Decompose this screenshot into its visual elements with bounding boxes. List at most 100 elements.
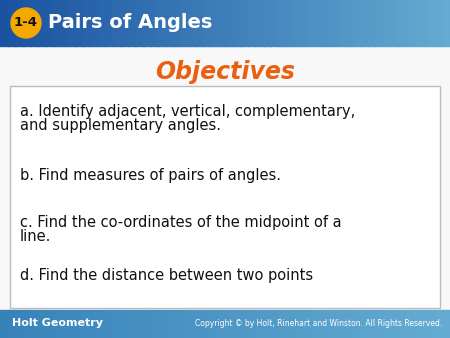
Bar xyxy=(75,0,84,46)
Bar xyxy=(165,310,174,338)
Bar xyxy=(158,310,166,338)
Bar xyxy=(248,0,256,46)
Bar xyxy=(75,310,84,338)
Bar xyxy=(413,310,421,338)
Bar xyxy=(180,0,189,46)
Bar xyxy=(397,0,406,46)
Bar xyxy=(143,310,151,338)
Bar xyxy=(368,310,376,338)
Bar xyxy=(172,310,181,338)
Text: b. Find measures of pairs of angles.: b. Find measures of pairs of angles. xyxy=(20,168,281,183)
Bar xyxy=(195,0,203,46)
Bar xyxy=(292,310,301,338)
Bar xyxy=(105,0,113,46)
Bar xyxy=(68,310,76,338)
Bar xyxy=(90,310,99,338)
Bar xyxy=(225,0,234,46)
Bar xyxy=(278,310,286,338)
Bar xyxy=(382,310,391,338)
Text: Copyright © by Holt, Rinehart and Winston. All Rights Reserved.: Copyright © by Holt, Rinehart and Winsto… xyxy=(195,318,442,328)
Bar xyxy=(120,310,129,338)
Bar xyxy=(0,0,9,46)
Bar xyxy=(233,310,241,338)
Bar xyxy=(143,0,151,46)
Bar xyxy=(315,0,324,46)
Bar xyxy=(150,0,158,46)
Bar xyxy=(112,0,121,46)
Bar xyxy=(210,0,219,46)
Bar xyxy=(390,0,399,46)
Text: Pairs of Angles: Pairs of Angles xyxy=(48,14,212,32)
Bar xyxy=(435,310,444,338)
Bar xyxy=(82,310,91,338)
Bar xyxy=(202,0,211,46)
Bar xyxy=(360,310,369,338)
Text: and supplementary angles.: and supplementary angles. xyxy=(20,118,221,133)
Bar xyxy=(217,0,226,46)
Bar xyxy=(300,310,309,338)
Bar xyxy=(240,310,248,338)
Bar xyxy=(53,0,61,46)
Bar xyxy=(240,0,248,46)
Bar xyxy=(315,310,324,338)
Bar xyxy=(0,310,9,338)
Bar xyxy=(262,310,271,338)
Bar xyxy=(158,0,166,46)
Bar xyxy=(150,310,158,338)
Bar xyxy=(338,310,346,338)
Bar xyxy=(188,310,196,338)
Text: Holt Geometry: Holt Geometry xyxy=(12,318,103,328)
Bar xyxy=(307,0,316,46)
Bar xyxy=(37,0,46,46)
Bar xyxy=(338,0,346,46)
Bar xyxy=(285,310,293,338)
Bar xyxy=(420,0,428,46)
Bar xyxy=(8,310,16,338)
Bar xyxy=(352,0,361,46)
Bar xyxy=(375,0,383,46)
Bar xyxy=(428,310,436,338)
Bar xyxy=(217,310,226,338)
Bar xyxy=(368,0,376,46)
Bar xyxy=(112,310,121,338)
Bar xyxy=(352,310,361,338)
Bar xyxy=(270,0,279,46)
Bar xyxy=(8,0,16,46)
Bar xyxy=(37,310,46,338)
Bar xyxy=(60,310,68,338)
Bar xyxy=(127,0,136,46)
Bar xyxy=(360,0,369,46)
Bar xyxy=(323,310,331,338)
Bar xyxy=(292,0,301,46)
Bar xyxy=(45,0,54,46)
Bar xyxy=(98,310,106,338)
Text: c. Find the co-ordinates of the midpoint of a: c. Find the co-ordinates of the midpoint… xyxy=(20,215,342,230)
Bar xyxy=(345,0,354,46)
Bar xyxy=(0,46,450,310)
Bar xyxy=(435,0,444,46)
Bar xyxy=(442,0,450,46)
Bar xyxy=(98,0,106,46)
Bar xyxy=(442,310,450,338)
Bar xyxy=(68,0,76,46)
Bar xyxy=(127,310,136,338)
Bar xyxy=(397,310,406,338)
Bar xyxy=(405,310,414,338)
Bar xyxy=(22,310,31,338)
Bar xyxy=(188,0,196,46)
Bar xyxy=(233,0,241,46)
Bar xyxy=(307,310,316,338)
Bar xyxy=(172,0,181,46)
Bar xyxy=(248,310,256,338)
Bar xyxy=(135,0,144,46)
Bar xyxy=(30,310,39,338)
Bar xyxy=(255,310,264,338)
Bar xyxy=(300,0,309,46)
Text: 1-4: 1-4 xyxy=(14,17,38,29)
Bar xyxy=(390,310,399,338)
Bar xyxy=(60,0,68,46)
Bar xyxy=(90,0,99,46)
Bar xyxy=(22,0,31,46)
Bar xyxy=(428,0,436,46)
Bar xyxy=(105,310,113,338)
